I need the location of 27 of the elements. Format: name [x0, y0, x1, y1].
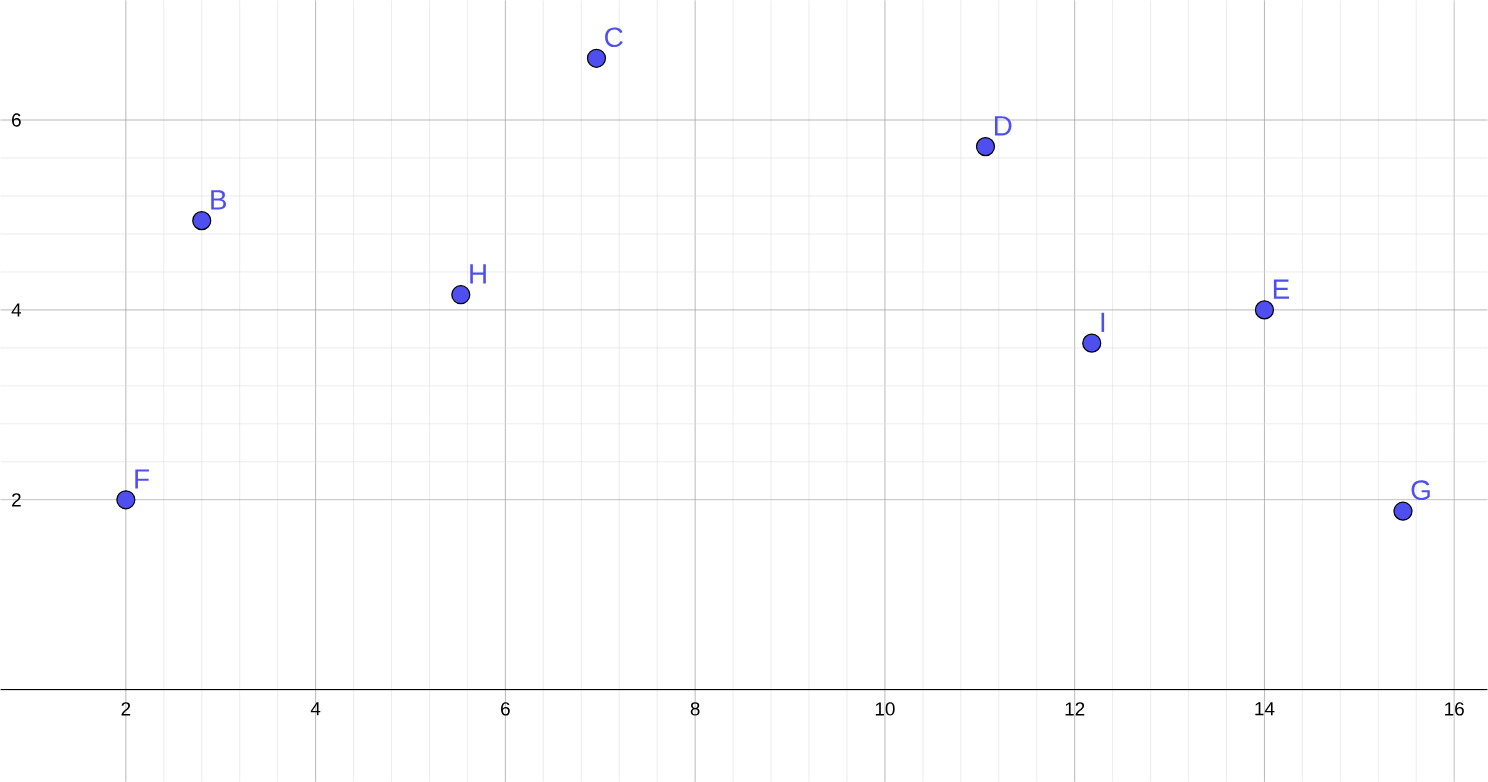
annotation: C	[605, 27, 623, 48]
x-tick-label: 10	[875, 702, 895, 716]
x-tick-label: 14	[1255, 702, 1275, 716]
x-tick-label: 12	[1065, 702, 1085, 716]
annotation: E	[1273, 279, 1290, 299]
point	[975, 136, 996, 157]
y-tick-label: 6	[12, 113, 21, 127]
x-tick-label: 8	[690, 702, 700, 716]
annotation: I	[1101, 312, 1105, 332]
point	[192, 210, 212, 231]
y-tick-label: 2	[12, 493, 21, 507]
annotation: F	[135, 469, 149, 489]
point	[1082, 333, 1102, 353]
x-tick-label: 2	[121, 702, 131, 716]
y-tick-label: 4	[11, 303, 22, 317]
x-tick-label: 4	[310, 702, 321, 716]
annotation: B	[211, 190, 227, 210]
point	[451, 285, 471, 305]
point	[1393, 501, 1413, 521]
annotation: D	[994, 116, 1012, 136]
point	[586, 48, 607, 68]
annotation: G	[1411, 480, 1430, 500]
point	[1254, 300, 1275, 320]
x-tick-label: 16	[1445, 702, 1464, 716]
annotation: H	[470, 264, 486, 284]
point	[116, 490, 136, 510]
x-tick-label: 6	[501, 702, 510, 716]
